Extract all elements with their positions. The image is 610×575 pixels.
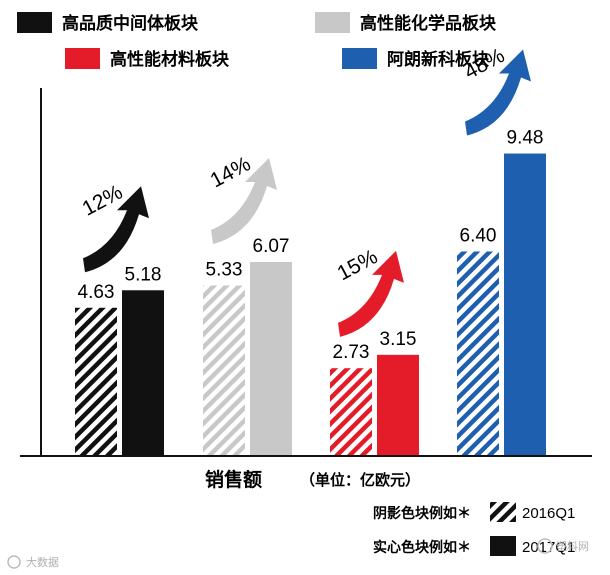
legend: 高品质中间体板块 高性能化学品板块 高性能材料板块 阿朗新科板块 (17, 12, 497, 70)
solid-note-label: 实心色块例如＊ (373, 539, 471, 556)
bar-group-3-period-0 (457, 251, 499, 455)
solid-note-period: 2017Q1 (522, 539, 575, 556)
hatched-note-swatch (490, 502, 516, 522)
bar-group-1-period-0 (203, 285, 245, 455)
solid-note-swatch (490, 536, 516, 556)
growth-arrow-icon-0 (83, 186, 149, 273)
hatched-note-period: 2016Q1 (522, 505, 575, 522)
bar-group-2-period-1 (377, 354, 419, 455)
legend-label-0: 高品质中间体板块 (62, 13, 199, 34)
legend-swatch-0 (17, 12, 52, 33)
bars: 4.63 5.18 5.33 6.07 2.73 3.15 6.40 9.48 (75, 128, 546, 455)
x-axis-label: 销售额 (205, 468, 262, 491)
value-label-group-3-period-0: 6.40 (460, 225, 497, 246)
growth-arrow-icon-1 (211, 157, 277, 244)
growth-arrow-icon-3 (465, 49, 531, 136)
legend-label-3: 阿朗新科板块 (387, 49, 490, 70)
watermark-right-text: 塑料网 (556, 539, 589, 553)
legend-item-0: 高品质中间体板块 (17, 12, 199, 34)
solid-note: 实心色块例如＊ 2017Q1 (373, 536, 575, 556)
bar-group-0-period-0 (75, 307, 117, 455)
unit-label: （单位：亿欧元） (300, 471, 420, 489)
growth-label-0: 12% (79, 181, 127, 221)
legend-swatch-2 (65, 48, 100, 69)
legend-item-2: 高性能材料板块 (65, 48, 230, 70)
legend-label-2: 高性能材料板块 (110, 49, 230, 70)
bar-group-0-period-1 (122, 290, 164, 455)
watermark-right-logo-icon (537, 538, 553, 554)
bar-group-3-period-1 (504, 153, 546, 455)
value-label-group-0-period-1: 5.18 (125, 264, 162, 285)
legend-swatch-3 (342, 48, 377, 69)
hatched-note-label: 阴影色块例如＊ (373, 505, 471, 522)
value-label-group-1-period-0: 5.33 (206, 260, 243, 281)
legend-item-1: 高性能化学品板块 (315, 12, 497, 34)
hatched-note: 阴影色块例如＊ 2016Q1 (373, 502, 575, 522)
legend-label-1: 高性能化学品板块 (360, 13, 497, 34)
growth-label-1: 14% (207, 152, 255, 192)
growth-label-2: 15% (334, 245, 382, 285)
value-label-group-1-period-1: 6.07 (253, 236, 290, 257)
bar-group-1-period-1 (250, 261, 292, 455)
legend-item-3: 阿朗新科板块 (342, 48, 490, 70)
watermark-right: 塑料网 (537, 538, 589, 554)
value-label-group-2-period-0: 2.73 (333, 342, 370, 363)
watermark-logo-icon (7, 555, 21, 569)
value-label-group-0-period-0: 4.63 (78, 282, 115, 303)
watermark-left: 大数据 (7, 555, 59, 569)
value-label-group-2-period-1: 3.15 (380, 329, 417, 350)
growth-arrow-icon-2 (338, 250, 404, 337)
value-label-group-3-period-1: 9.48 (507, 128, 544, 149)
bar-group-2-period-0 (330, 368, 372, 455)
legend-swatch-1 (315, 12, 350, 33)
watermark-left-text: 大数据 (26, 555, 59, 569)
